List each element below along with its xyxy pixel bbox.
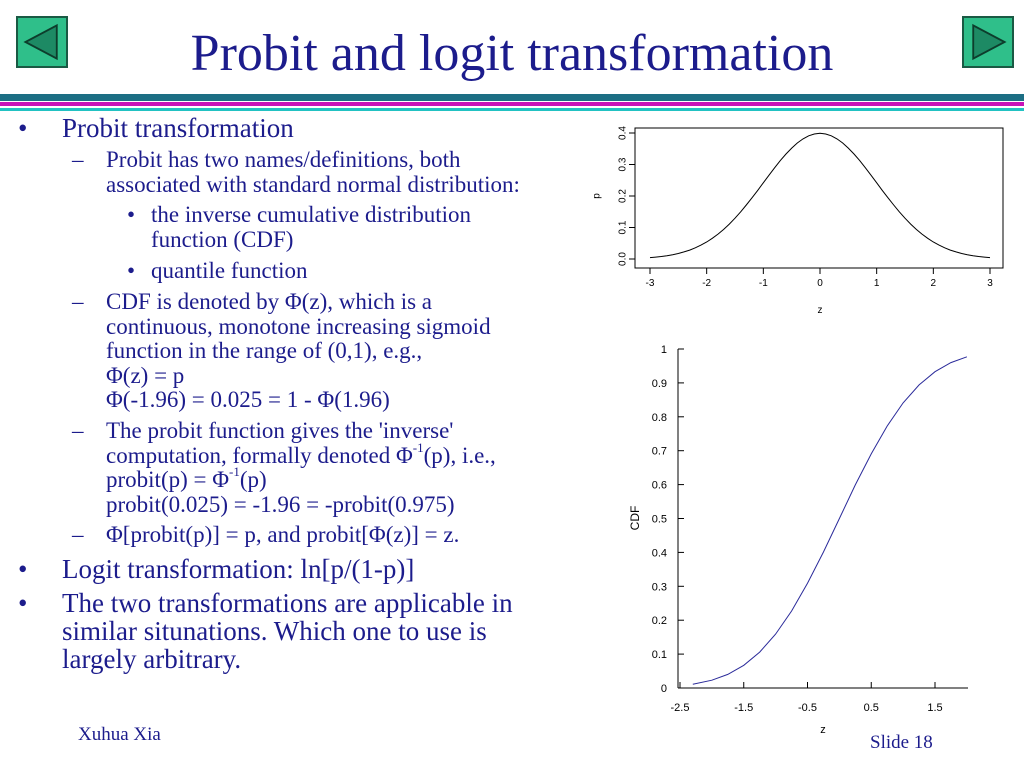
text-line: Φ(z) = p xyxy=(106,362,185,388)
density-curve xyxy=(649,132,991,259)
text-line: The probit function gives the 'inverse' xyxy=(106,418,454,443)
dash-marker: – xyxy=(72,289,84,314)
bullet-probit: • Probit transformation xyxy=(18,113,572,143)
x-tick-label: 3 xyxy=(987,278,993,289)
superscript: -1 xyxy=(412,439,424,455)
y-tick-label: 1 xyxy=(661,344,667,356)
y-tick-label: 0.2 xyxy=(652,615,667,627)
x-tick-label: 0.5 xyxy=(864,702,879,714)
slide-number: Slide 18 xyxy=(870,732,933,753)
previous-slide-button[interactable] xyxy=(16,16,68,68)
text-line: probit(0.025) = -1.96 = -probit(0.975) xyxy=(106,491,455,517)
text-line: the inverse cumulative distribution xyxy=(151,202,472,227)
triangle-left-icon xyxy=(23,23,58,61)
y-tick-label: 0.9 xyxy=(652,378,667,390)
slide-title: Probit and logit transformation xyxy=(190,25,834,82)
x-tick-label: -2 xyxy=(702,278,711,289)
y-tick-label: 0.1 xyxy=(618,220,629,234)
text-fragment: computation, formally denoted Φ xyxy=(106,442,413,468)
y-tick-label: 0.4 xyxy=(618,126,629,140)
triangle-right-icon xyxy=(972,23,1007,61)
y-tick-label: 0.2 xyxy=(618,189,629,203)
y-tick-label: 0.6 xyxy=(652,480,667,492)
sub-bullet-probit-names: – Probit has two names/definitions, both… xyxy=(72,147,586,197)
sub-bullet-identity: – Φ[probit(p)] = p, and probit[Φ(z)] = z… xyxy=(72,522,586,548)
text-fragment: (p) xyxy=(239,467,267,492)
cdf-curve xyxy=(692,356,968,685)
text-line: Φ[probit(p)] = p, and probit[Φ(z)] = z. xyxy=(106,522,460,547)
text-line: Logit transformation: ln[p/(1-p)] xyxy=(62,554,415,584)
text-line: largely arbitrary. xyxy=(62,644,242,674)
title-divider-cyan xyxy=(0,108,1024,111)
normal-density-chart: -3 -2 -1 0 1 2 3 0.0 0.1 0.2 0.3 0.4 z p xyxy=(592,126,1004,316)
x-tick-label: 1 xyxy=(874,278,880,289)
y-tick-label: 0.7 xyxy=(652,446,667,458)
bullet-marker: • xyxy=(127,202,136,227)
y-tick-label: 0.4 xyxy=(652,547,667,559)
y-tick-label: 0.0 xyxy=(618,252,629,266)
x-axis-title: z xyxy=(820,724,826,736)
x-tick-label: -2.5 xyxy=(671,702,690,714)
x-tick-label: -0.5 xyxy=(798,702,817,714)
y-tick-label: 0.8 xyxy=(652,412,667,424)
bullet-marker: • xyxy=(127,258,136,283)
dash-marker: – xyxy=(72,522,84,547)
text-line: continuous, monotone increasing sigmoid xyxy=(106,313,491,339)
title-divider-magenta xyxy=(0,102,1024,106)
bullet-marker: • xyxy=(18,588,28,618)
title-divider-teal xyxy=(0,94,1024,101)
y-tick-label: 0.5 xyxy=(652,514,667,526)
y-axis-title: CDF xyxy=(628,506,642,531)
y-axis-title: p xyxy=(592,193,603,199)
bullet-logit: • Logit transformation: ln[p/(1-p)] xyxy=(18,554,572,584)
y-tick-label: 0.3 xyxy=(652,581,667,593)
text-fragment: probit(p) = Φ xyxy=(106,467,230,492)
x-tick-label: 0 xyxy=(817,278,823,289)
text-line: Probit has two names/definitions, both xyxy=(106,147,461,172)
text-line: function in the range of (0,1), e.g., xyxy=(106,338,423,363)
x-tick-label: -3 xyxy=(646,278,655,289)
sub-sub-bullet-inverse-cdf: • the inverse cumulative distribution fu… xyxy=(127,202,531,252)
x-tick-label: -1 xyxy=(759,278,768,289)
y-tick-label: 0.3 xyxy=(618,157,629,171)
next-slide-button[interactable] xyxy=(962,16,1014,68)
text-line: computation, formally denoted Φ-1(p), i.… xyxy=(106,441,586,469)
x-tick-label: -1.5 xyxy=(734,702,753,714)
bullet-marker: • xyxy=(18,554,28,584)
x-tick-label: 2 xyxy=(931,278,937,289)
y-tick-label: 0 xyxy=(661,683,667,695)
sub-bullet-probit-function: – The probit function gives the 'inverse… xyxy=(72,418,586,517)
y-tick-label: 0.1 xyxy=(652,649,667,661)
probit-heading: Probit transformation xyxy=(62,113,294,143)
text-line: quantile function xyxy=(151,258,308,283)
text-line: Φ(-1.96) = 0.025 = 1 - Φ(1.96) xyxy=(106,387,390,412)
superscript: -1 xyxy=(229,464,240,480)
footer-author: Xuhua Xia xyxy=(78,724,161,745)
text-line: similar situnations. Which one to use is xyxy=(62,616,487,646)
text-fragment: (p), i.e., xyxy=(423,442,496,468)
bullet-marker: • xyxy=(18,113,28,143)
text-line: associated with standard normal distribu… xyxy=(106,171,520,197)
text-line: CDF is denoted by Φ(z), which is a xyxy=(106,289,432,314)
sub-sub-bullet-quantile: • quantile function xyxy=(127,258,531,284)
x-tick-label: 1.5 xyxy=(927,702,942,714)
text-line: The two transformations are applicable i… xyxy=(62,588,513,618)
text-line: probit(p) = Φ-1(p) xyxy=(106,465,586,493)
dash-marker: – xyxy=(72,418,84,443)
sub-bullet-cdf: – CDF is denoted by Φ(z), which is a con… xyxy=(72,289,586,413)
dash-marker: – xyxy=(72,147,84,172)
x-axis-title: z xyxy=(818,305,823,316)
bullet-two-transforms: • The two transformations are applicable… xyxy=(18,588,572,674)
text-line: function (CDF) xyxy=(151,226,294,252)
